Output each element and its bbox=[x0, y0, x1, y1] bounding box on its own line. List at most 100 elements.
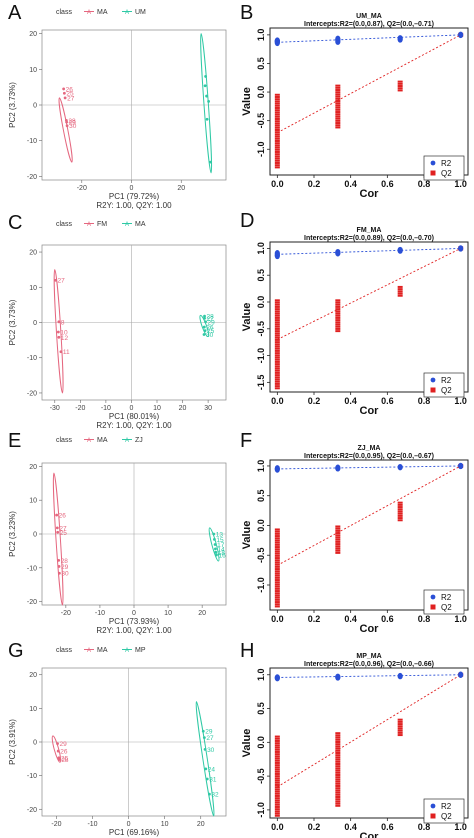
point-label: 28 bbox=[61, 558, 69, 565]
q2-point bbox=[274, 316, 280, 319]
y-axis-label: PC2 (3.73%) bbox=[8, 82, 17, 128]
q2-point bbox=[397, 519, 403, 522]
q2-point bbox=[274, 559, 280, 562]
q2-point bbox=[274, 786, 280, 789]
q2-point bbox=[274, 139, 280, 142]
q2-point bbox=[335, 754, 341, 757]
point-label: 17 bbox=[217, 542, 225, 549]
x-axis-label: PC1 (69.16%) bbox=[109, 828, 160, 837]
q2-point bbox=[274, 805, 280, 808]
point-label: 16 bbox=[218, 552, 226, 559]
q2-point bbox=[335, 308, 341, 311]
q2-point bbox=[274, 122, 280, 125]
x-tick-label: 20 bbox=[179, 405, 187, 412]
x-tick-label: -20 bbox=[75, 405, 85, 412]
legend-label: MA bbox=[97, 437, 108, 444]
q2-point bbox=[274, 325, 280, 328]
q2-point bbox=[274, 550, 280, 553]
q2-point bbox=[274, 585, 280, 588]
x-tick-label: 0.2 bbox=[308, 179, 321, 189]
y-tick-label: -1.0 bbox=[256, 577, 266, 593]
q2-point bbox=[335, 321, 341, 324]
panel-letter: D bbox=[240, 210, 254, 232]
x-tick-label: 0 bbox=[129, 405, 133, 412]
q2-point bbox=[274, 308, 280, 311]
q2-point bbox=[335, 536, 341, 539]
plot-frame bbox=[269, 667, 469, 819]
q2-point bbox=[274, 371, 280, 374]
panel-letter: A bbox=[8, 2, 22, 24]
q2-point bbox=[274, 380, 280, 383]
y-tick-label: -10 bbox=[27, 138, 37, 145]
r2-point bbox=[397, 246, 403, 254]
r2-regression-line bbox=[277, 34, 461, 43]
x-tick-label: -20 bbox=[61, 610, 71, 617]
legend-q2-marker bbox=[430, 813, 436, 819]
score-point bbox=[204, 767, 208, 771]
r2-regression-line bbox=[277, 465, 461, 470]
confidence-ellipse bbox=[51, 735, 62, 763]
q2-point bbox=[335, 84, 341, 87]
x-tick-label: 0.6 bbox=[381, 822, 394, 832]
legend-r2-label: R2 bbox=[441, 802, 452, 811]
q2-point bbox=[335, 299, 341, 302]
score-point bbox=[202, 736, 206, 740]
q2-regression-line bbox=[277, 248, 461, 340]
x-tick-label: -20 bbox=[51, 821, 61, 828]
q2-point bbox=[274, 155, 280, 158]
q2-point bbox=[335, 532, 341, 535]
q2-point bbox=[274, 572, 280, 575]
q2-point bbox=[335, 745, 341, 748]
r2-point bbox=[397, 463, 403, 471]
legend-box bbox=[423, 155, 465, 181]
x-tick-label: 30 bbox=[204, 405, 212, 412]
legend-title: class bbox=[56, 647, 72, 654]
legend-label: MA bbox=[97, 9, 108, 16]
q2-point bbox=[274, 598, 280, 601]
q2-point bbox=[397, 82, 403, 85]
y-axis-label: Value bbox=[241, 87, 253, 116]
q2-point bbox=[335, 91, 341, 94]
q2-point bbox=[274, 128, 280, 131]
q2-point bbox=[274, 601, 280, 604]
x-tick-label: 0.0 bbox=[271, 179, 284, 189]
legend-r2-label: R2 bbox=[441, 593, 452, 602]
score-point bbox=[65, 124, 69, 128]
legend-title: class bbox=[56, 221, 72, 228]
q2-point bbox=[274, 574, 280, 577]
panel-letter: C bbox=[8, 212, 22, 234]
score-point bbox=[57, 565, 61, 568]
legend-key-glyph: A bbox=[87, 648, 91, 654]
score-point bbox=[203, 329, 207, 333]
q2-point bbox=[335, 312, 341, 315]
q2-point bbox=[335, 314, 341, 317]
legend-r2-marker bbox=[430, 160, 436, 166]
confidence-ellipse bbox=[195, 701, 215, 817]
y-axis-label: PC2 (3.23%) bbox=[8, 511, 17, 557]
q2-point bbox=[335, 303, 341, 306]
x-tick-label: 0.0 bbox=[271, 396, 284, 406]
x-tick-label: 0.6 bbox=[381, 396, 394, 406]
r2-point bbox=[274, 252, 280, 260]
q2-point bbox=[274, 312, 280, 315]
plot-frame bbox=[269, 241, 469, 393]
x-tick-label: 0.8 bbox=[418, 614, 431, 624]
q2-point bbox=[274, 737, 280, 740]
q2-point bbox=[274, 327, 280, 330]
q2-point bbox=[335, 330, 341, 333]
point-label: 27 bbox=[58, 278, 66, 285]
q2-point bbox=[335, 798, 341, 801]
q2-point bbox=[397, 734, 403, 737]
q2-point bbox=[335, 789, 341, 792]
x-tick-label: 1.0 bbox=[454, 179, 467, 189]
point-label: 29 bbox=[208, 319, 216, 326]
q2-point bbox=[274, 166, 280, 169]
r2-point bbox=[335, 673, 341, 680]
q2-point bbox=[335, 749, 341, 752]
legend-q2-marker bbox=[430, 170, 436, 176]
q2-point bbox=[274, 347, 280, 350]
q2-point bbox=[335, 86, 341, 89]
q2-point bbox=[274, 801, 280, 804]
